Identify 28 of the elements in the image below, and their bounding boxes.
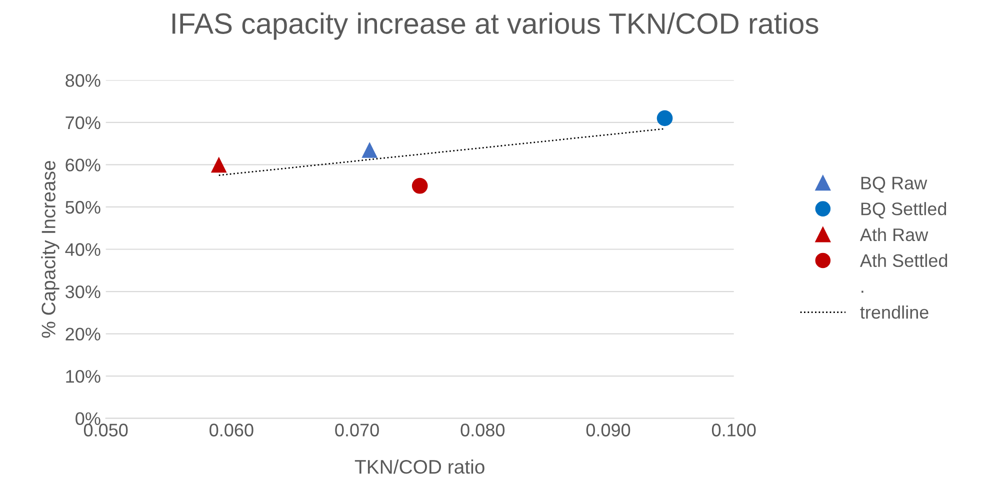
y-tick-label: 0% [76,412,100,426]
y-tick-label: 10% [66,370,100,383]
legend-label: Ath Raw [860,228,928,242]
point [210,156,227,173]
point [656,110,673,126]
legend-label: Ath Settled [860,254,948,268]
legend-label: trendline [860,305,928,319]
legend-label: BQ Settled [861,202,946,219]
y-axis-title: % Capacity Increase [41,160,60,338]
y-tick-label: 30% [66,285,100,298]
x-tick-label: 0.060 [210,424,254,436]
x-tick-label: 0.080 [460,424,505,436]
x-tick-label: 0.050 [84,424,128,436]
y-tick-label: 80% [66,74,100,87]
y-tick-label: 50% [66,200,100,214]
y-tick-label: 20% [66,328,100,341]
chart-title: IFAS capacity increase at various TKN/COD ratios [172,12,818,40]
x-tick-label: 0.070 [335,424,379,436]
point [362,142,378,158]
y-tick-label: 70% [66,116,100,130]
text: . [862,290,864,293]
x-tick-label: 0.090 [586,424,630,436]
point [412,178,428,194]
x-axis-title: TKN/COD ratio [354,459,484,474]
legend-label: BQ Raw [861,176,928,193]
y-tick-label: 60% [66,158,100,172]
x-tick-label: 0.100 [712,424,756,436]
y-tick-label: 40% [65,243,100,256]
